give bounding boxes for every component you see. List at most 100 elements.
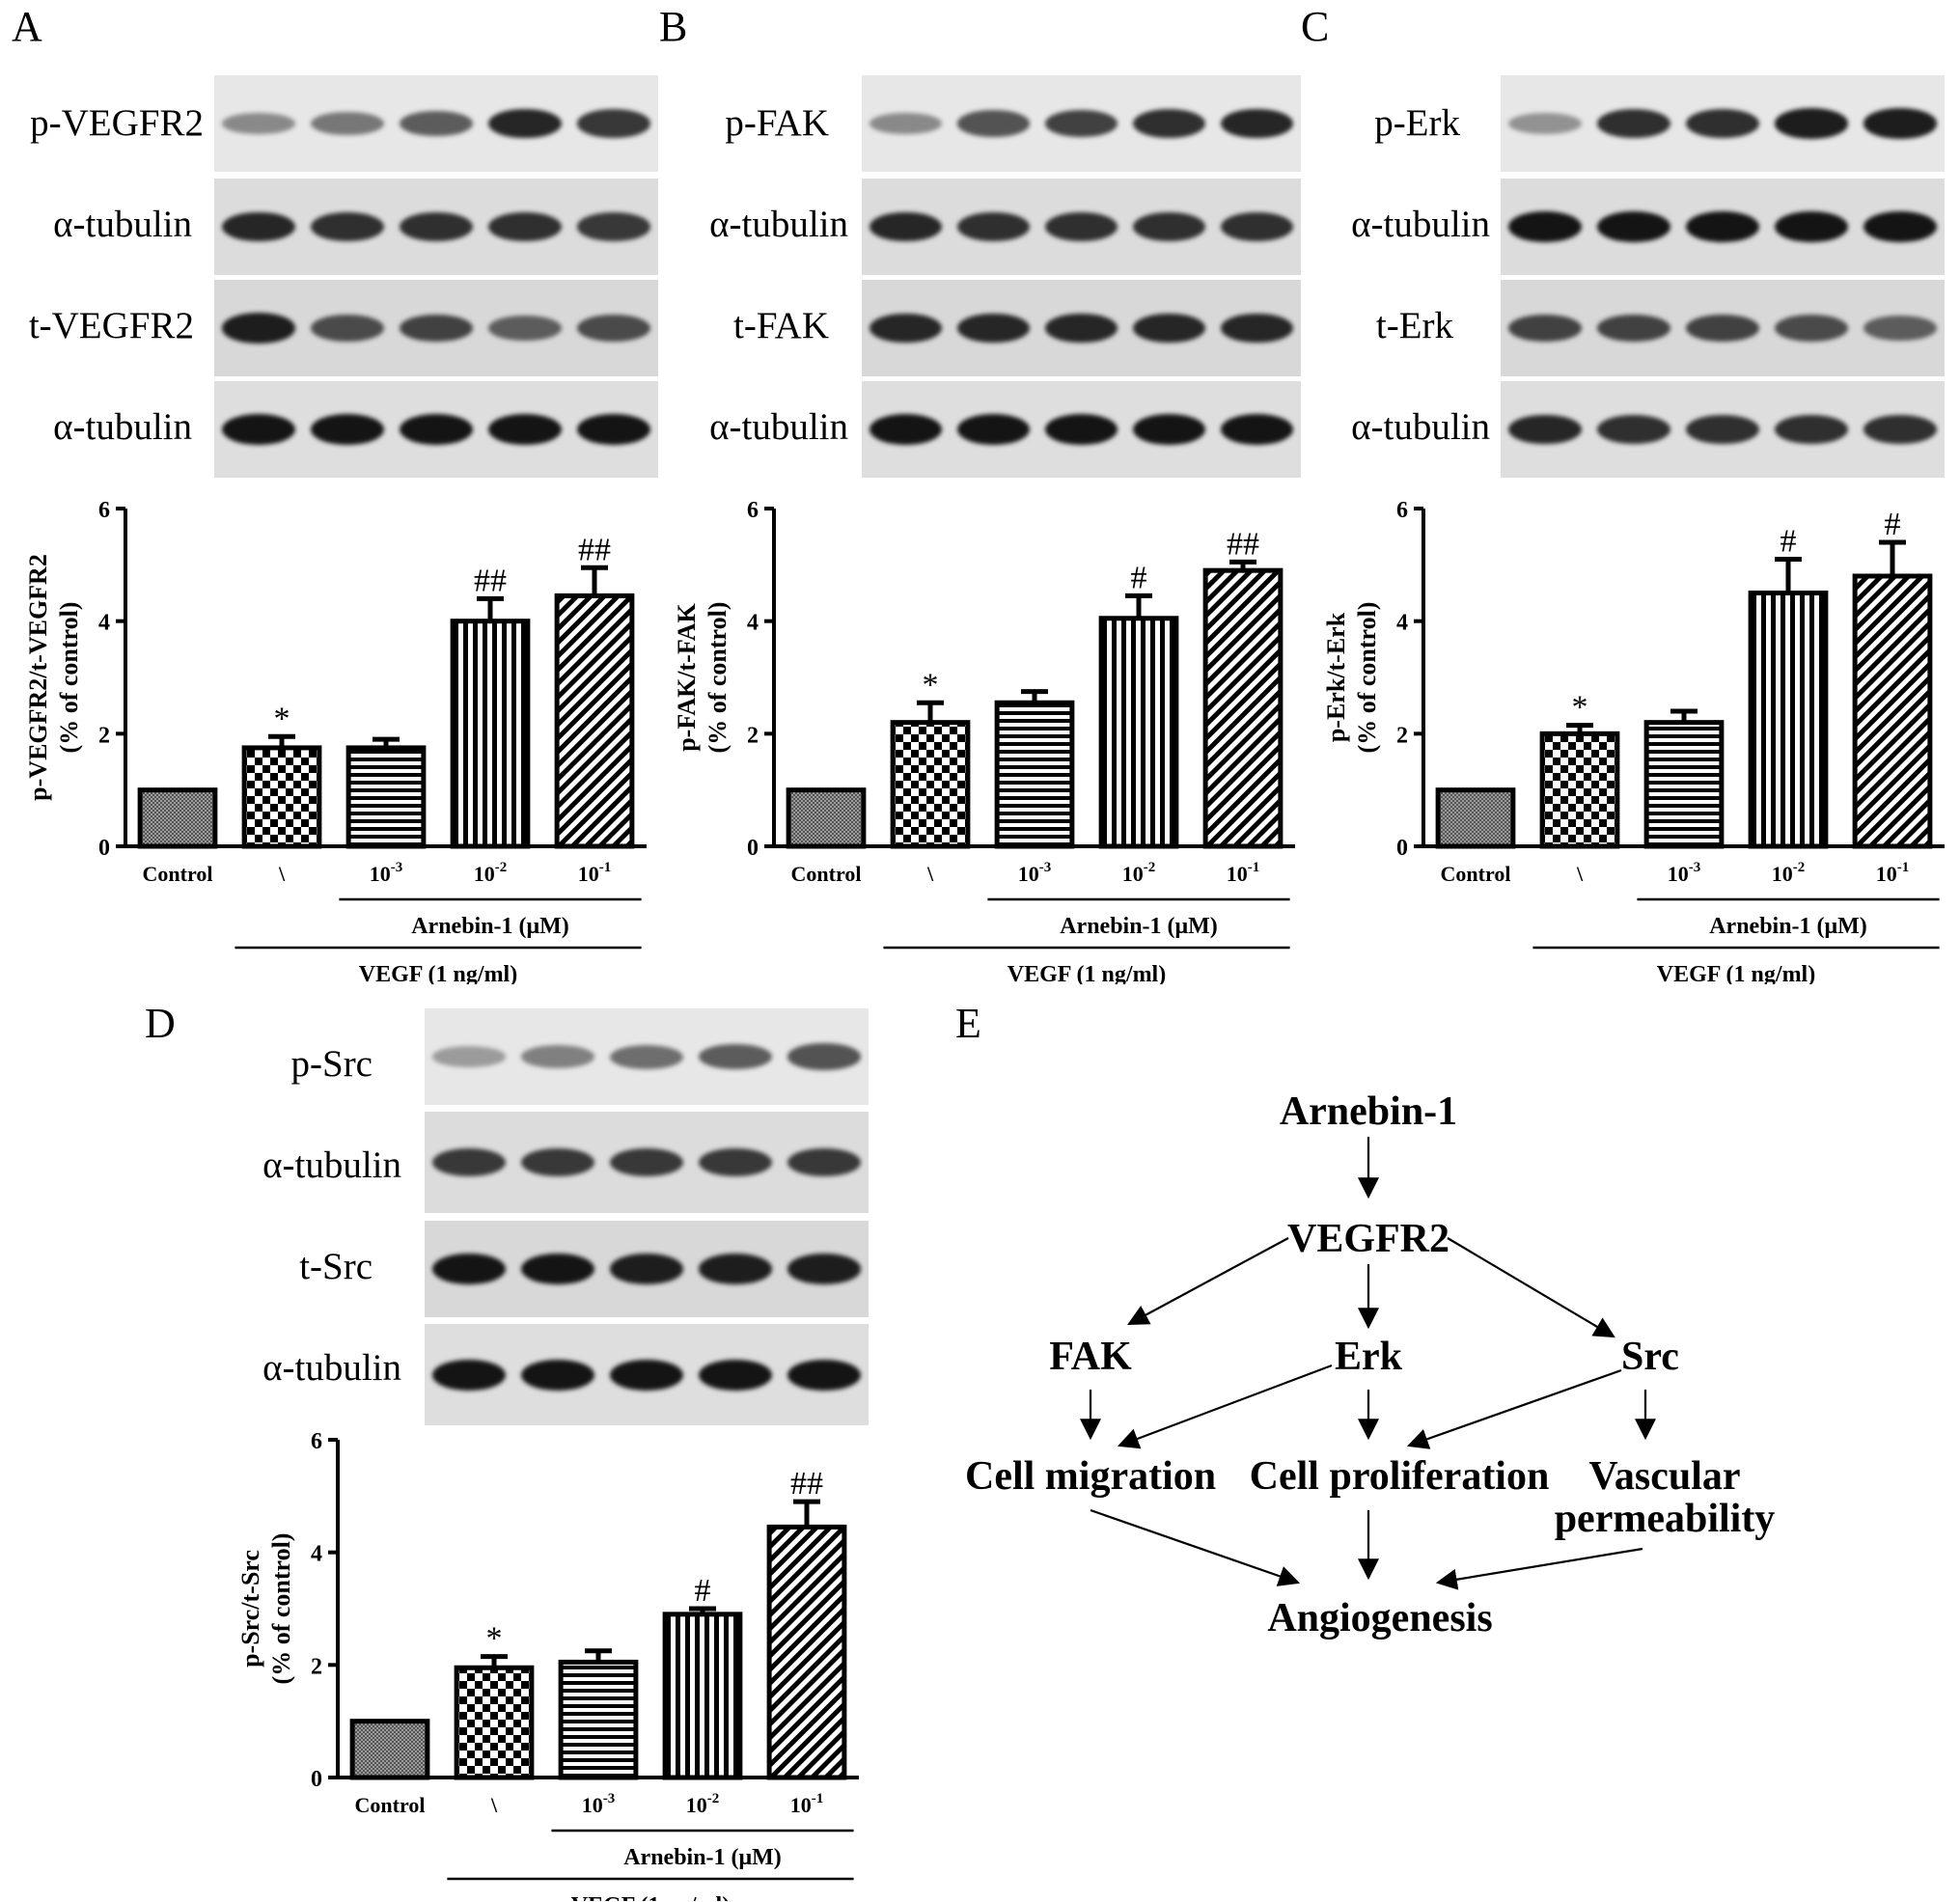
y-tick-label: 6 bbox=[747, 498, 759, 523]
bar-3 bbox=[558, 1659, 639, 1780]
y-tick-label: 2 bbox=[1396, 723, 1408, 748]
blot-strip-c-3 bbox=[1501, 280, 1945, 376]
y-axis-label-units: (% of control) bbox=[267, 1533, 295, 1685]
blot-label-c-4: α-tubulin bbox=[1351, 406, 1490, 448]
y-tick-label: 4 bbox=[747, 611, 759, 636]
blot-label-b-2: α-tubulin bbox=[709, 204, 848, 245]
y-tick-label: 0 bbox=[311, 1767, 322, 1792]
x-tick-label: 10-3 bbox=[1668, 860, 1701, 886]
y-tick-label: 4 bbox=[98, 611, 110, 636]
arrow-erk-migration bbox=[1117, 1364, 1333, 1449]
significance-mark: # bbox=[1885, 507, 1901, 542]
blot-label-d-4: α-tubulin bbox=[262, 1347, 401, 1389]
y-tick-label: 6 bbox=[98, 498, 110, 523]
blot-band bbox=[1863, 211, 1937, 242]
significance-mark: # bbox=[1781, 524, 1797, 560]
blot-band bbox=[1686, 109, 1759, 138]
group-label-vegf: VEGF (1 ng/ml) bbox=[359, 962, 517, 984]
y-axis-label: p-FAK/t-FAK bbox=[673, 602, 701, 751]
y-tick-label: 2 bbox=[311, 1654, 322, 1679]
blot-band bbox=[1508, 314, 1582, 343]
bar-chart-c: 0 2 4 6 p-Erk/t-Erk (% of control) Control * \ 10… bbox=[1322, 498, 1945, 984]
y-tick-label: 4 bbox=[1396, 611, 1408, 636]
arrow-migration-angiogenesis bbox=[1090, 1508, 1301, 1586]
y-tick-label: 4 bbox=[311, 1542, 322, 1567]
y-tick-label: 2 bbox=[98, 723, 110, 748]
blot-strip-d-1 bbox=[425, 1008, 869, 1105]
blot-band bbox=[1597, 314, 1670, 343]
y-tick-label: 2 bbox=[747, 723, 759, 748]
blot-strip-d-2 bbox=[425, 1112, 869, 1213]
blot-label-a-4: α-tubulin bbox=[53, 406, 192, 448]
blot-band bbox=[957, 110, 1030, 137]
blot-strip-a-4 bbox=[214, 381, 658, 478]
x-tick-label: 10-2 bbox=[1122, 860, 1156, 886]
group-label-arnebin: Arnebin-1 (μM) bbox=[623, 1845, 782, 1870]
x-tick-label: 10-3 bbox=[1018, 860, 1052, 886]
blot-band bbox=[488, 315, 562, 342]
y-axis-label: p-VEGFR2/t-VEGFR2 bbox=[24, 554, 52, 801]
y-tick-label: 0 bbox=[747, 836, 759, 861]
significance-mark: ## bbox=[474, 563, 507, 598]
bar-4 bbox=[450, 619, 531, 849]
blot-strip-a-1 bbox=[214, 75, 658, 172]
bar-4 bbox=[1748, 591, 1829, 849]
blot-band bbox=[610, 1359, 683, 1391]
blot-label-d-1: p-Src bbox=[290, 1043, 373, 1085]
x-tick-label: 10-1 bbox=[790, 1791, 824, 1817]
blot-band bbox=[521, 1147, 594, 1177]
blot-band bbox=[699, 1254, 772, 1284]
group-label-arnebin: Arnebin-1 (μM) bbox=[411, 914, 569, 939]
bar-5 bbox=[1202, 567, 1284, 849]
y-axis-label-units: (% of control) bbox=[55, 602, 83, 754]
group-label-vegf: VEGF (1 ng/ml) bbox=[571, 1893, 730, 1901]
x-tick-label: 10-3 bbox=[582, 1791, 616, 1817]
bar-3 bbox=[1643, 720, 1725, 849]
significance-mark: ## bbox=[790, 1466, 823, 1502]
bar-5 bbox=[554, 593, 635, 849]
blot-label-c-2: α-tubulin bbox=[1351, 204, 1490, 245]
y-axis-label: p-Erk/t-Erk bbox=[1322, 612, 1350, 742]
blot-band bbox=[1597, 211, 1670, 242]
x-tick-label: 10-1 bbox=[1876, 860, 1910, 886]
blot-band bbox=[1133, 109, 1205, 138]
blot-band bbox=[1045, 414, 1118, 445]
blot-band bbox=[1133, 313, 1205, 344]
arrow-vegfr2-src bbox=[1447, 1237, 1615, 1338]
blot-band bbox=[222, 414, 295, 445]
blot-band bbox=[1133, 414, 1205, 445]
blot-band bbox=[577, 414, 650, 445]
significance-mark: # bbox=[695, 1573, 711, 1609]
blot-band bbox=[432, 1254, 506, 1284]
group-label-vegf: VEGF (1 ng/ml) bbox=[1008, 962, 1166, 984]
group-label-vegf: VEGF (1 ng/ml) bbox=[1657, 962, 1815, 984]
bar-1 bbox=[137, 787, 218, 849]
significance-mark: * bbox=[486, 1621, 503, 1657]
bar-4 bbox=[1098, 616, 1179, 849]
x-tick-label: \ bbox=[1576, 862, 1584, 886]
blot-band bbox=[1221, 313, 1293, 344]
blot-band bbox=[1221, 414, 1293, 445]
blot-band bbox=[488, 108, 562, 139]
blot-band bbox=[311, 212, 384, 241]
blot-band bbox=[1863, 108, 1937, 139]
blot-band bbox=[610, 1147, 683, 1177]
node-cell-migration: Cell migration bbox=[965, 1454, 1217, 1499]
blot-band bbox=[577, 212, 650, 241]
x-tick-label: Control bbox=[143, 862, 213, 886]
blot-band bbox=[432, 1046, 506, 1067]
blot-label-b-4: α-tubulin bbox=[709, 406, 848, 448]
blot-band bbox=[1133, 212, 1205, 241]
x-tick-label: 10-1 bbox=[1227, 860, 1260, 886]
blot-strip-b-3 bbox=[862, 280, 1301, 376]
blot-band bbox=[870, 112, 942, 135]
blot-strip-a-2 bbox=[214, 179, 658, 275]
blot-band bbox=[787, 1147, 861, 1177]
y-tick-label: 0 bbox=[98, 836, 110, 861]
x-tick-label: 10-2 bbox=[1772, 860, 1806, 886]
group-label-arnebin: Arnebin-1 (μM) bbox=[1709, 914, 1867, 939]
blot-label-c-1: p-Erk bbox=[1374, 102, 1460, 144]
blot-band bbox=[787, 1359, 861, 1391]
blot-band bbox=[1045, 212, 1118, 241]
blot-band bbox=[699, 1147, 772, 1177]
